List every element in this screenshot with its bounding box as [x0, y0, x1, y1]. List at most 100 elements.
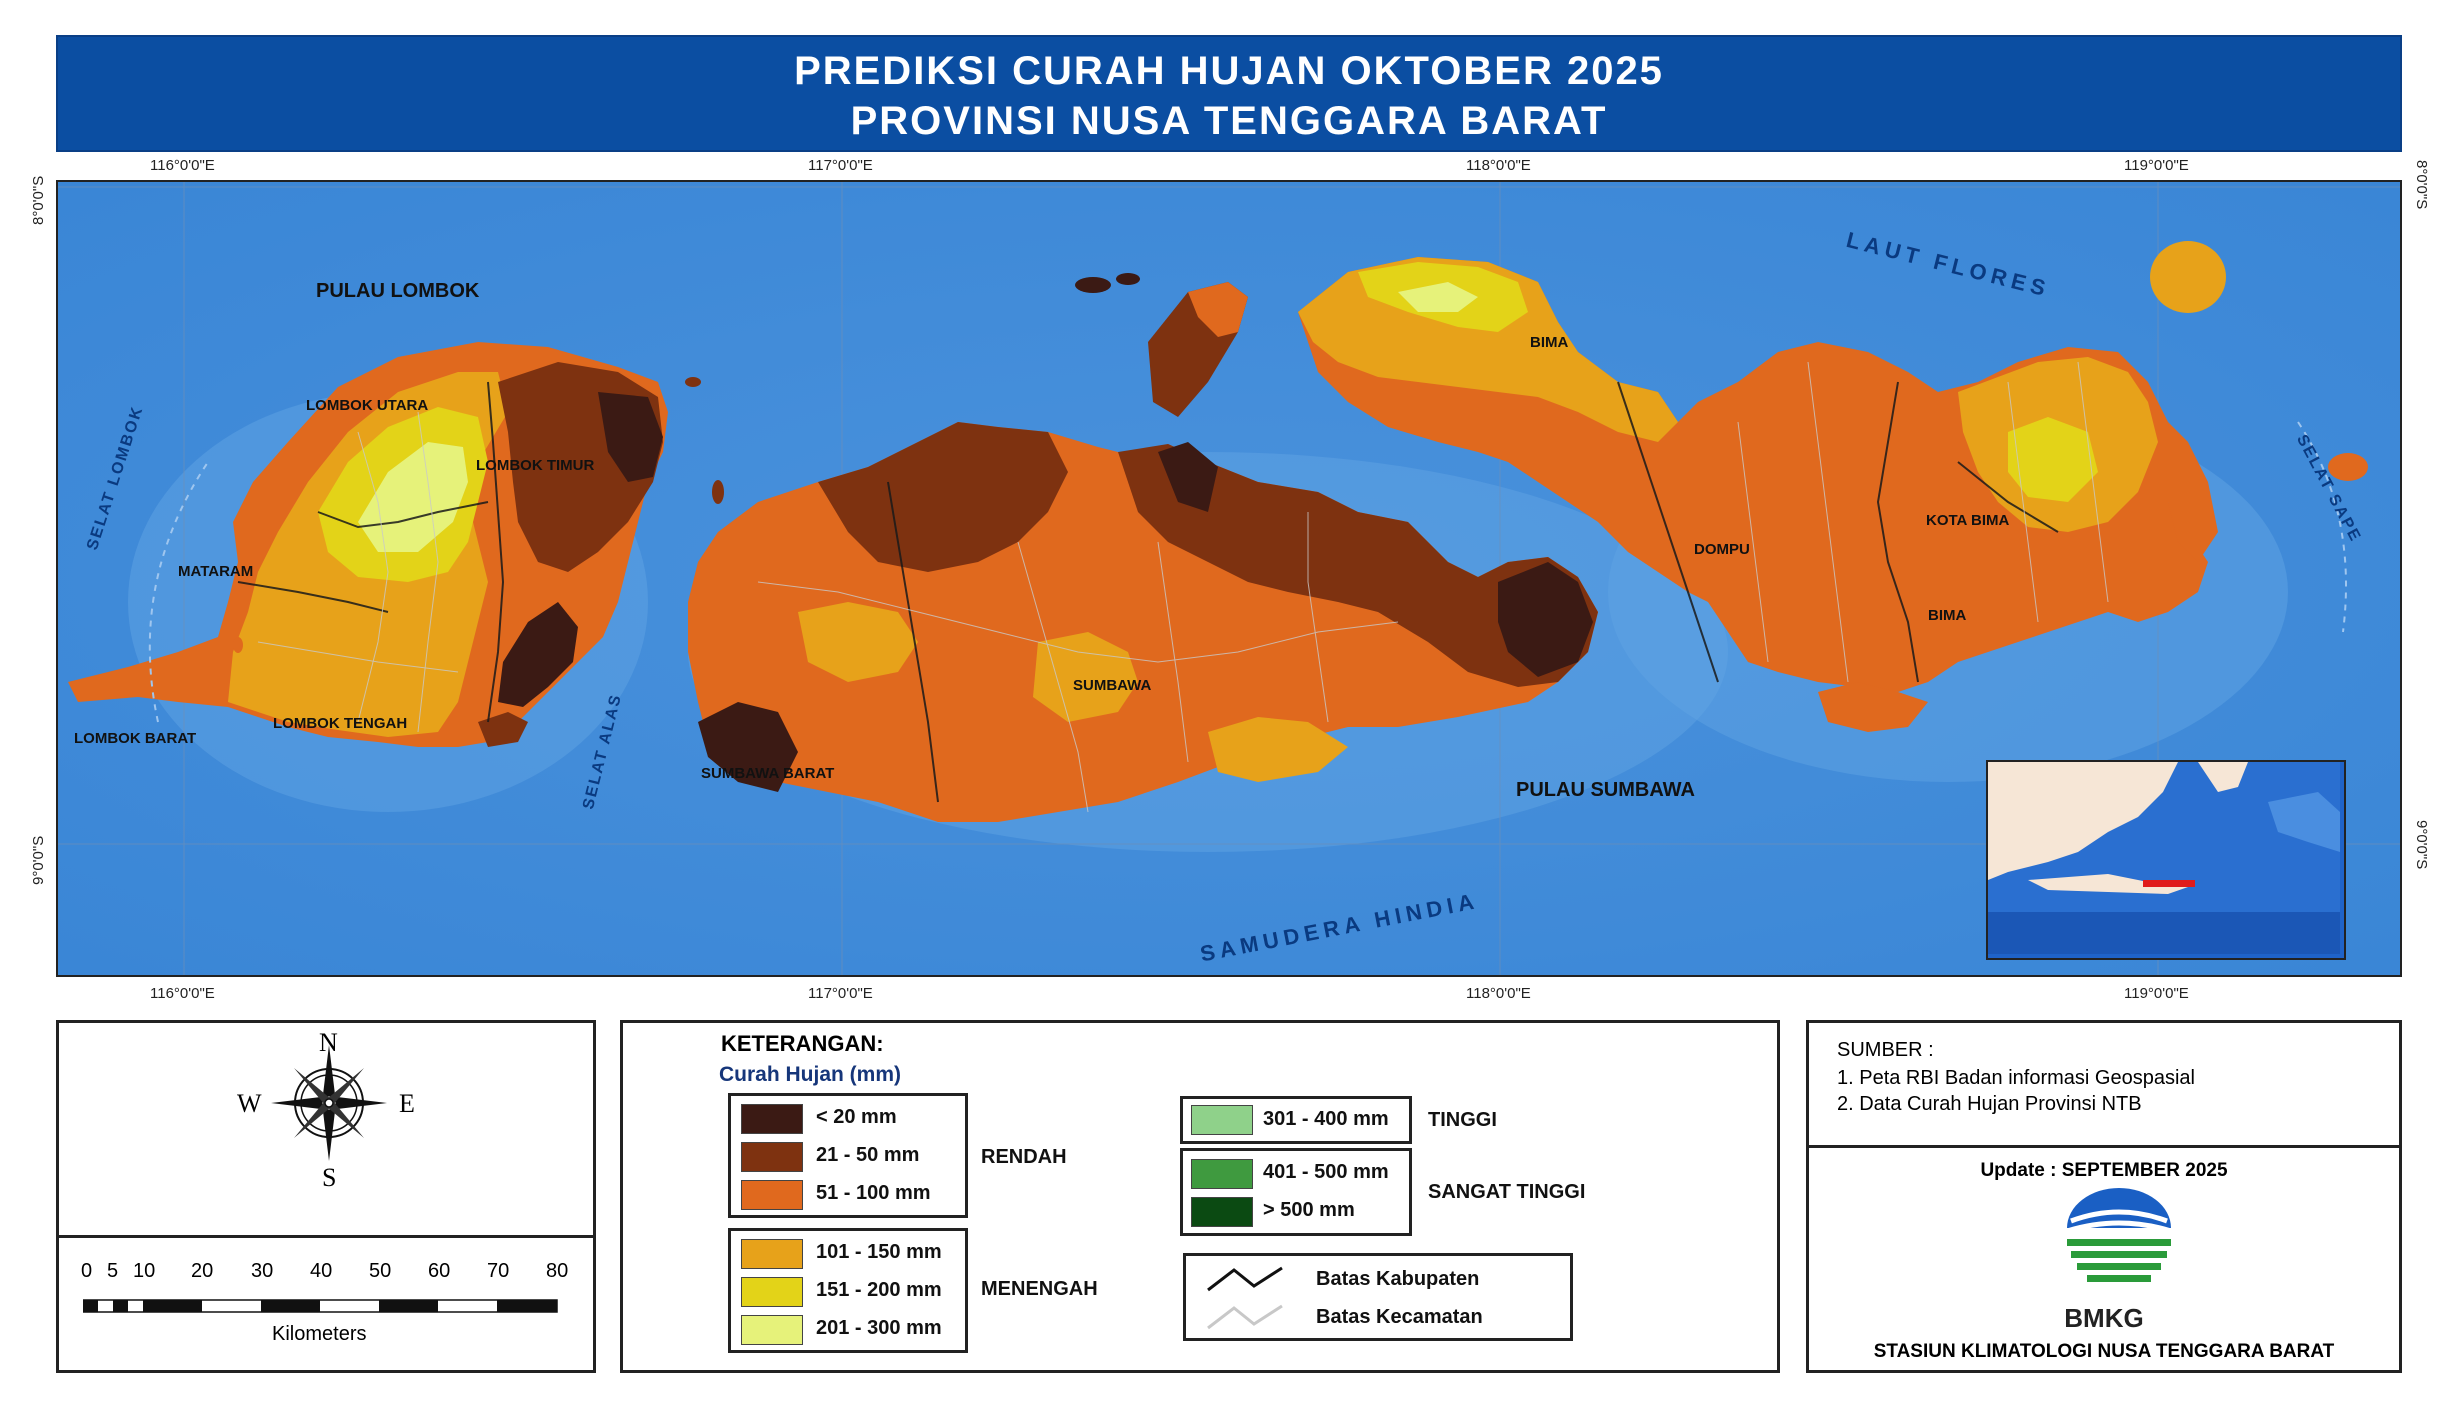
swatch-301-400	[1191, 1105, 1253, 1135]
scale-tick-5: 5	[107, 1260, 119, 1282]
swatch-21-50	[741, 1142, 803, 1172]
legend-batas-kecamatan: Batas Kecamatan	[1316, 1306, 1483, 1328]
scale-unit: Kilometers	[272, 1323, 367, 1345]
lat-label-8-left: 8°0'0"S	[30, 175, 47, 225]
sumbawa-zone-101-150-west	[798, 602, 918, 682]
legend-cat-menengah: MENENGAH	[981, 1278, 1098, 1300]
bmkg-station-name: STASIUN KLIMATOLOGI NUSA TENGGARA BARAT	[1873, 1341, 2335, 1362]
compass-e: E	[399, 1089, 415, 1118]
legend-cat-rendah: RENDAH	[981, 1146, 1067, 1168]
label-lombok-utara: LOMBOK UTARA	[306, 397, 429, 414]
sumbawa-zone-lt20-sw	[698, 702, 798, 792]
lat-label-9-right: 9°0'0"S	[2413, 820, 2430, 870]
selat-sape-arc	[2297, 421, 2347, 633]
inset-locator-map	[1986, 760, 2346, 960]
compass-n: N	[319, 1028, 338, 1057]
scale-tick-70: 70	[487, 1260, 510, 1282]
scale-bar	[83, 1299, 558, 1313]
swatch-gt500	[1191, 1197, 1253, 1227]
label-lombok-barat: LOMBOK BARAT	[74, 730, 197, 747]
lombok-zone-lt20-se	[498, 602, 578, 707]
scale-tick-30: 30	[251, 1260, 274, 1282]
label-dompu: DOMPU	[1694, 541, 1750, 558]
sumbawa-zone-101-150-south	[1208, 717, 1348, 782]
lon-label-117-bottom: 117°0'0"E	[808, 985, 873, 1002]
batas-kabupaten-lines	[237, 381, 2059, 803]
label-sumbawa-barat: SUMBAWA BARAT	[701, 765, 835, 782]
swatch-101-150	[741, 1239, 803, 1269]
legend-group-tinggi: 301 - 400 mm	[1180, 1096, 1412, 1144]
map-canvas	[58, 182, 2400, 975]
label-sumbawa: SUMBAWA	[1073, 677, 1152, 694]
legend-lt20: < 20 mm	[816, 1106, 897, 1128]
batas-kabupaten-line-icon	[1207, 1266, 1283, 1292]
bima-east-tip	[2168, 422, 2218, 562]
sumbawa-zone-lt20-e	[1498, 562, 1593, 677]
legend-151-200: 151 - 200 mm	[816, 1279, 942, 1301]
update-label: Update : SEPTEMBER 2025	[1980, 1160, 2228, 1181]
source-heading: SUMBER :	[1837, 1039, 1934, 1061]
legend-subheading: Curah Hujan (mm)	[719, 1063, 902, 1086]
legend-51-100: 51 - 100 mm	[816, 1182, 931, 1204]
moyo-zone-51-100	[1188, 282, 1248, 337]
compass-w: W	[237, 1089, 262, 1118]
scale-tick-0: 0	[81, 1260, 93, 1282]
bima-dompu	[1298, 257, 2218, 732]
legend-cat-tinggi: TINGGI	[1428, 1109, 1497, 1131]
sumbawa-zone-21-50-ne	[1118, 444, 1598, 687]
label-lombok-timur: LOMBOK TIMUR	[476, 457, 595, 474]
label-bima: BIMA	[1928, 607, 1967, 624]
scale-tick-10: 10	[133, 1260, 156, 1282]
label-pulau-sumbawa: PULAU SUMBAWA	[1516, 779, 1695, 801]
legend-group-rendah: < 20 mm 21 - 50 mm 51 - 100 mm	[728, 1093, 968, 1218]
label-lombok-tengah: LOMBOK TENGAH	[273, 715, 408, 732]
compass-rose-icon	[271, 1045, 387, 1161]
legend-301-400: 301 - 400 mm	[1263, 1108, 1389, 1130]
label-mataram: MATARAM	[178, 563, 254, 580]
legend-cat-sangat-tinggi: SANGAT TINGGI	[1428, 1181, 1586, 1203]
label-kota-bima: KOTA BIMA	[1926, 512, 2010, 529]
scale-tick-80: 80	[546, 1260, 569, 1282]
swatch-lt20	[741, 1104, 803, 1134]
lombok-zone-21-50-s	[478, 712, 528, 747]
scale-tick-60: 60	[428, 1260, 451, 1282]
swatch-201-300	[741, 1315, 803, 1345]
scale-tick-20: 20	[191, 1260, 214, 1282]
lon-label-116-top: 116°0'0"E	[150, 157, 215, 174]
swatch-151-200	[741, 1277, 803, 1307]
scale-tick-40: 40	[310, 1260, 333, 1282]
compass-panel: N S E W	[56, 1020, 596, 1238]
batas-kecamatan-line-icon	[1207, 1304, 1283, 1330]
bima-east-zone-151-200	[2008, 417, 2098, 502]
source-item-2: 2. Data Curah Hujan Provinsi NTB	[1837, 1093, 2142, 1115]
lon-label-118-bottom: 118°0'0"E	[1466, 985, 1531, 1002]
legend-group-menengah: 101 - 150 mm 151 - 200 mm 201 - 300 mm	[728, 1228, 968, 1353]
sumbawa-west-central	[688, 282, 1598, 822]
legend-group-boundaries: Batas Kabupaten Batas Kecamatan	[1183, 1253, 1573, 1341]
scale-tick-50: 50	[369, 1260, 392, 1282]
label-bima-north: BIMA	[1530, 334, 1569, 351]
swatch-51-100	[741, 1180, 803, 1210]
label-pulau-lombok: PULAU LOMBOK	[316, 280, 480, 302]
bima-south-peninsula	[1818, 682, 1928, 732]
legend-21-50: 21 - 50 mm	[816, 1144, 920, 1166]
lon-label-119-top: 119°0'0"E	[2124, 157, 2189, 174]
title-bar: PREDIKSI CURAH HUJAN OKTOBER 2025 PROVIN…	[56, 35, 2402, 152]
bmkg-panel: Update : SEPTEMBER 2025 BMKG STASIUN KLI…	[1806, 1145, 2402, 1373]
sumbawa-zone-101-150-center	[1033, 632, 1138, 722]
batas-kecamatan-lines	[257, 361, 2109, 813]
map-frame: PULAU LOMBOK LOMBOK UTARA LOMBOK TIMUR M…	[56, 180, 2402, 977]
inset-canvas	[1988, 762, 2340, 954]
legend-group-sangat-tinggi: 401 - 500 mm > 500 mm	[1180, 1148, 1412, 1236]
legend-gt500: > 500 mm	[1263, 1199, 1355, 1221]
sumbawa-zone-21-50-nw	[818, 422, 1068, 572]
lat-label-8-right: 8°0'0"S	[2413, 160, 2430, 210]
bmkg-logo-icon	[2066, 1188, 2172, 1282]
lat-label-9-left: 9°0'0"S	[30, 835, 47, 885]
legend-heading: KETERANGAN:	[721, 1031, 884, 1056]
lon-label-118-top: 118°0'0"E	[1466, 157, 1531, 174]
source-item-1: 1. Peta RBI Badan informasi Geospasial	[1837, 1067, 2195, 1089]
legend-101-150: 101 - 150 mm	[816, 1241, 942, 1263]
small-islands	[233, 241, 2368, 653]
swatch-401-500	[1191, 1159, 1253, 1189]
